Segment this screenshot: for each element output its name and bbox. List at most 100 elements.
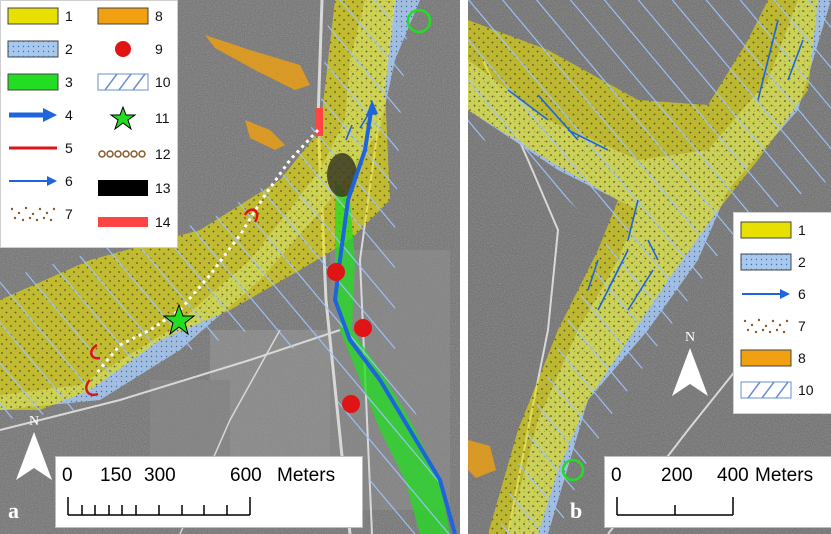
legend-b-item-7: 7 (740, 317, 806, 335)
legend-a-item-3: 3 (7, 73, 73, 91)
legend-a-label-3: 3 (65, 74, 73, 90)
legend-a-item-2: 2 (7, 40, 73, 58)
thin-blue-arrow-icon (9, 176, 57, 186)
scale-bar-a: 0 150 300 600 Meters (55, 456, 363, 528)
main-river-line (332, 104, 457, 534)
yellow-fill-icon (740, 221, 792, 239)
legend-b-item-8: 8 (740, 349, 806, 367)
scale-a-ruler (67, 497, 251, 516)
red-circles (327, 263, 372, 413)
blue-hatch-box-icon (97, 73, 149, 91)
legend-a-item-10: 10 (97, 73, 171, 91)
blue-hatch-box-icon (740, 381, 792, 399)
orange-fill-icon (97, 7, 149, 25)
legend-a-label-8: 8 (155, 8, 163, 24)
scale-a-tick-0: 0 (62, 465, 73, 486)
green-fill-icon (7, 73, 59, 91)
brown-dots-icon (743, 318, 789, 334)
legend-a-item-4: 4 (7, 106, 73, 124)
green-star (162, 303, 196, 336)
panel-letter-b: b (570, 498, 583, 523)
scale-b-tick-200: 200 (661, 465, 693, 486)
red-circle-icon (115, 41, 131, 57)
legend-b-label-6: 6 (798, 286, 806, 302)
legend-a-label-12: 12 (155, 146, 171, 162)
legend-a-label-10: 10 (155, 74, 171, 90)
north-arrow-icon (672, 348, 708, 396)
green-star-icon (109, 106, 137, 130)
scale-a-tick-150: 150 (100, 465, 132, 486)
legend-a-item-1: 1 (7, 7, 73, 25)
red-lines (85, 208, 259, 397)
legend-a-item-5: 5 (7, 139, 73, 157)
orange-fill-icon (740, 349, 792, 367)
legend-b-item-1: 1 (740, 221, 806, 239)
scale-b-ruler (616, 497, 734, 516)
scale-b-tick-0: 0 (611, 465, 622, 486)
legend-a-label-11: 11 (155, 110, 170, 126)
scale-bar-b: 0 200 400 Meters (604, 456, 831, 528)
black-area (327, 153, 357, 197)
legend-b-label-2: 2 (798, 254, 806, 270)
legend-a-label-5: 5 (65, 140, 73, 156)
north-label-a: N (28, 414, 40, 429)
green-circle-marker (406, 8, 432, 34)
yellow-fill-icon (7, 7, 59, 25)
north-arrow-b: N (668, 330, 712, 400)
legend-a-label-14: 14 (155, 214, 171, 230)
map-panel-a: 1 2 3 4 5 6 7 (0, 0, 460, 534)
brown-dots-icon (10, 206, 56, 222)
scale-a-unit: Meters (277, 465, 336, 486)
legend-b-label-8: 8 (798, 350, 806, 366)
legend-a-label-6: 6 (65, 173, 73, 189)
legend-a-label-13: 13 (155, 180, 171, 196)
green-circle-marker (561, 458, 585, 482)
legend-b-item-10: 10 (740, 381, 814, 399)
legend-b-item-6: 6 (740, 285, 806, 303)
legend-a-label-7: 7 (65, 206, 73, 222)
legend-a-label-1: 1 (65, 8, 73, 24)
black-fill-icon (98, 180, 148, 196)
orange-zone (468, 440, 496, 478)
thick-blue-arrow-icon (9, 108, 57, 122)
north-label-b: N (684, 330, 696, 345)
thin-blue-arrows (507, 19, 804, 311)
legend-a-label-4: 4 (65, 107, 73, 123)
legend-a-label-2: 2 (65, 41, 73, 57)
blue-dotted-fill-icon (7, 40, 59, 58)
legend-a-item-11: 11 (97, 106, 170, 130)
legend-a-item-7: 7 (7, 205, 73, 223)
legend-b-label-10: 10 (798, 382, 814, 398)
scale-a-tick-300: 300 (144, 465, 176, 486)
map-a-canvas (0, 0, 460, 534)
red-line-icon (9, 146, 57, 150)
legend-a-item-14: 14 (97, 213, 171, 231)
legend-a-item-6: 6 (7, 172, 73, 190)
legend-a-item-9: 9 (97, 40, 163, 58)
thin-blue-arrow-icon (742, 289, 790, 299)
legend-a-label-9: 9 (155, 41, 163, 57)
legend-a-item-12: 12 (97, 145, 171, 163)
legend-a: 1 2 3 4 5 6 7 (0, 0, 178, 248)
thick-red-bar-icon (98, 217, 148, 227)
orange-zone (205, 35, 310, 90)
panel-letter-a: a (8, 498, 19, 523)
legend-b-label-7: 7 (798, 318, 806, 334)
hatched-zone (468, 0, 831, 534)
scale-a-tick-600: 600 (230, 465, 262, 486)
scale-b-tick-400: 400 (717, 465, 749, 486)
legend-b-item-2: 2 (740, 253, 806, 271)
red-bar (315, 108, 323, 136)
legend-a-item-8: 8 (97, 7, 163, 25)
map-b-canvas (468, 0, 831, 534)
map-panel-b: 1 2 6 7 8 10 (468, 0, 831, 534)
north-arrow-a: N (12, 414, 56, 484)
scale-b-unit: Meters (755, 465, 814, 486)
legend-b: 1 2 6 7 8 10 (733, 212, 831, 414)
brown-ring-line-icon (98, 150, 146, 158)
legend-b-label-1: 1 (798, 222, 806, 238)
hatched-zone (0, 0, 455, 534)
blue-dotted-fill-icon (740, 253, 792, 271)
north-arrow-icon (16, 432, 52, 480)
legend-a-item-13: 13 (97, 179, 171, 197)
